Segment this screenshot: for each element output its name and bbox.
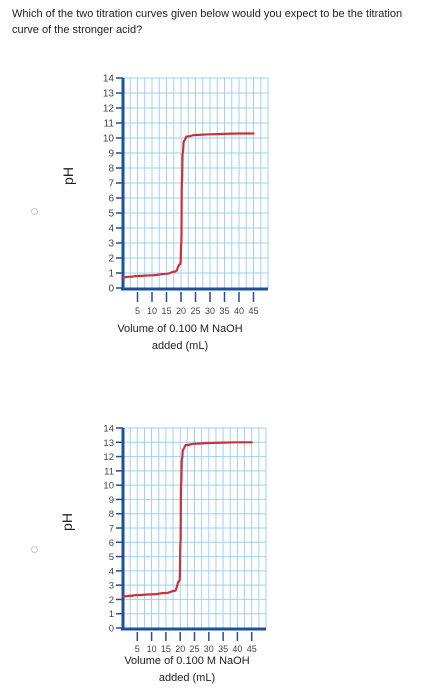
y-tick-label: 12 bbox=[103, 104, 115, 115]
x-tick-label: 40 bbox=[234, 306, 244, 316]
x-tick-label: 20 bbox=[176, 306, 186, 316]
y-tick-label: 8 bbox=[109, 509, 114, 520]
answer-option-1[interactable]: pH 0 1 2 3 4 5 6 7 8 9 10 11 12 13 14 5 10 15 20 25 30 35 40 45… bbox=[0, 0, 437, 350]
y-tick-label: 1 bbox=[109, 609, 114, 620]
y-tick-label: 0 bbox=[108, 284, 114, 295]
y-tick-label: 5 bbox=[109, 552, 114, 563]
x-tick-label: 15 bbox=[161, 306, 171, 316]
answer-option-2[interactable]: pH 0 1 2 3 4 5 6 7 8 9 10 11 12 13 14 5 10 15 20 25 30 35 40 45… bbox=[0, 350, 437, 700]
x-axis-label-line-1: Volume of 0.100 M NaOH bbox=[100, 321, 260, 338]
y-tick-label: 9 bbox=[109, 495, 114, 506]
x-tick-label: 5 bbox=[135, 306, 140, 316]
y-tick-label: 7 bbox=[109, 524, 114, 535]
y-tick-label: 3 bbox=[108, 239, 114, 250]
x-tick-label: 45 bbox=[248, 306, 258, 316]
y-tick-label: 9 bbox=[108, 149, 114, 160]
y-tick-label: 11 bbox=[104, 119, 115, 130]
y-tick-label: 7 bbox=[108, 179, 114, 190]
y-tick-label: 13 bbox=[103, 438, 114, 449]
x-axis-label-line-1: Volume of 0.100 M NaOH bbox=[102, 653, 272, 670]
y-tick-label: 5 bbox=[108, 209, 114, 220]
y-tick-label: 0 bbox=[109, 624, 114, 635]
y-tick-label: 14 bbox=[103, 424, 114, 435]
x-tick-label: 25 bbox=[190, 306, 200, 316]
y-tick-label: 14 bbox=[103, 74, 115, 85]
y-tick-label: 2 bbox=[109, 595, 114, 606]
x-tick-label: 30 bbox=[205, 306, 215, 316]
x-tick-label: 10 bbox=[147, 306, 157, 316]
y-tick-label: 8 bbox=[108, 164, 114, 175]
y-tick-label: 11 bbox=[104, 466, 114, 477]
y-tick-label: 6 bbox=[109, 538, 114, 549]
x-axis-label: Volume of 0.100 M NaOH added (mL) bbox=[102, 653, 272, 687]
y-tick-label: 10 bbox=[103, 134, 115, 145]
y-tick-label: 13 bbox=[103, 89, 115, 100]
x-tick-label: 35 bbox=[219, 306, 229, 316]
y-tick-label: 12 bbox=[103, 452, 114, 463]
y-tick-label: 6 bbox=[108, 194, 114, 205]
y-tick-label: 1 bbox=[108, 269, 114, 280]
y-tick-label: 4 bbox=[108, 224, 114, 235]
x-axis-label-line-2: added (mL) bbox=[102, 670, 272, 687]
y-tick-label: 2 bbox=[108, 254, 114, 265]
y-tick-label: 4 bbox=[109, 566, 114, 577]
y-tick-label: 10 bbox=[103, 481, 114, 492]
y-tick-label: 3 bbox=[109, 581, 114, 592]
